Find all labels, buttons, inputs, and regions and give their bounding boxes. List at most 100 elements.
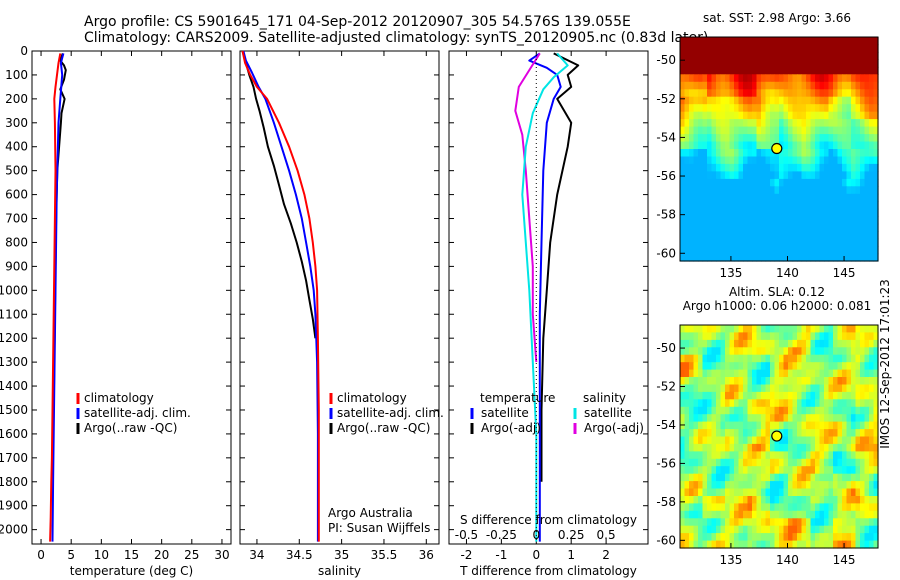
sla_map-cell <box>797 466 803 475</box>
sst_map-cell <box>851 246 857 255</box>
sst_map-cell <box>761 104 767 113</box>
sst_map-cell <box>747 156 753 165</box>
sla_map-cell <box>729 518 735 527</box>
sst_map-cell <box>828 163 834 172</box>
sst_map-cell <box>792 141 798 150</box>
sla_map-cell <box>698 458 704 467</box>
sst_map-cell <box>873 134 879 143</box>
sst_map-cell <box>873 193 879 202</box>
salinity-xtick-label: 34.5 <box>286 548 313 562</box>
sla_map-cell <box>743 533 749 542</box>
sst_map-cell <box>738 66 744 75</box>
sst_map-cell <box>711 74 717 83</box>
sla_map-cell <box>864 481 870 490</box>
sla_map-cell <box>869 399 875 408</box>
sst_map-cell <box>693 193 699 202</box>
sla_map-cell <box>774 339 780 348</box>
sla_map-cell <box>846 451 852 460</box>
sst_map-cell <box>860 89 866 98</box>
sla_map-cell <box>693 451 699 460</box>
sst_map-cell <box>833 246 839 255</box>
sst_map-cell <box>711 171 717 180</box>
sst_map-cell <box>698 134 704 143</box>
sst_map-cell <box>783 81 789 90</box>
sla_map-cell <box>707 503 713 512</box>
difference-legend-title: temperature <box>480 391 555 405</box>
sla_map-cell <box>711 339 717 348</box>
sst_map-cell <box>720 171 726 180</box>
sla_map-cell <box>851 347 857 356</box>
sla_map-cell <box>734 436 740 445</box>
sst_map-cell <box>792 246 798 255</box>
sst_map-cell <box>837 126 843 135</box>
sst_map-cell <box>738 246 744 255</box>
sst_map-cell <box>819 178 825 187</box>
sla_map-cell <box>747 503 753 512</box>
header-line1: Argo profile: CS 5901645_171 04-Sep-2012… <box>84 14 631 30</box>
sla_map-cell <box>801 391 807 400</box>
sla_map-cell <box>806 399 812 408</box>
sst_map-cell <box>810 178 816 187</box>
sla_map-cell <box>783 510 789 519</box>
sst_map-cell <box>792 74 798 83</box>
sst_map-cell <box>693 253 699 262</box>
sla_map-cell <box>729 473 735 482</box>
temperature-ytick-label: 1600 <box>0 427 28 441</box>
sst_map-cell <box>765 119 771 128</box>
sla_map-cell <box>851 451 857 460</box>
sst_map-cell <box>792 37 798 46</box>
sst_map-cell <box>828 59 834 68</box>
sla_map-cell <box>846 347 852 356</box>
sla_map-cell <box>819 488 825 497</box>
sla_map-cell <box>716 406 722 415</box>
sla_map-cell <box>855 325 861 333</box>
sla_map-cell <box>810 399 816 408</box>
sla_map-cell <box>819 436 825 445</box>
sst_map-cell <box>779 66 785 75</box>
sla_map-cell <box>837 414 843 423</box>
sla_map-cell <box>716 518 722 527</box>
sla_map-cell <box>851 391 857 400</box>
sst_map-cell <box>851 193 857 202</box>
sst_map-cell <box>738 231 744 240</box>
sst_map-cell <box>720 59 726 68</box>
sla_map-cell <box>855 429 861 438</box>
sla_map-cell <box>833 473 839 482</box>
sst_map-cell <box>833 59 839 68</box>
sst_map-cell <box>738 171 744 180</box>
sst_map-cell <box>851 96 857 105</box>
sst_map-cell <box>684 119 690 128</box>
sst_map-cell <box>707 208 713 217</box>
sst_map-cell <box>864 246 870 255</box>
sla_map-cell <box>680 421 686 430</box>
sst_map-cell <box>810 59 816 68</box>
sst_map-cell <box>774 208 780 217</box>
sst_map-cell <box>783 216 789 225</box>
sst_map-cell <box>810 141 816 150</box>
sst_map-cell <box>815 186 821 195</box>
sla_map-title: Argo h1000: 0.06 h2000: 0.081 <box>683 299 872 313</box>
sla_map-cell <box>761 384 767 393</box>
sla_map-cell <box>707 325 713 333</box>
sla_map-cell <box>806 540 812 549</box>
sst_map-cell <box>774 178 780 187</box>
sla_map-cell <box>833 421 839 430</box>
sst_map-cell <box>734 253 740 262</box>
sst_map-cell <box>806 44 812 53</box>
sst_map-cell <box>725 163 731 172</box>
sst_map-cell <box>846 186 852 195</box>
sst_map-cell <box>720 156 726 165</box>
sla_map-cell <box>770 406 776 415</box>
sst_map-cell <box>752 104 758 113</box>
sla_map-cell <box>774 481 780 490</box>
sla_map-cell <box>873 391 879 400</box>
sla_map-cell <box>792 510 798 519</box>
sla_map-cell <box>680 473 686 482</box>
sst_map-cell <box>729 231 735 240</box>
sla_map-cell <box>680 503 686 512</box>
sla_map-cell <box>833 466 839 475</box>
sst_map-cell <box>779 156 785 165</box>
sla_map-cell <box>738 414 744 423</box>
sla_map-cell <box>779 518 785 527</box>
sla_map-cell <box>684 414 690 423</box>
